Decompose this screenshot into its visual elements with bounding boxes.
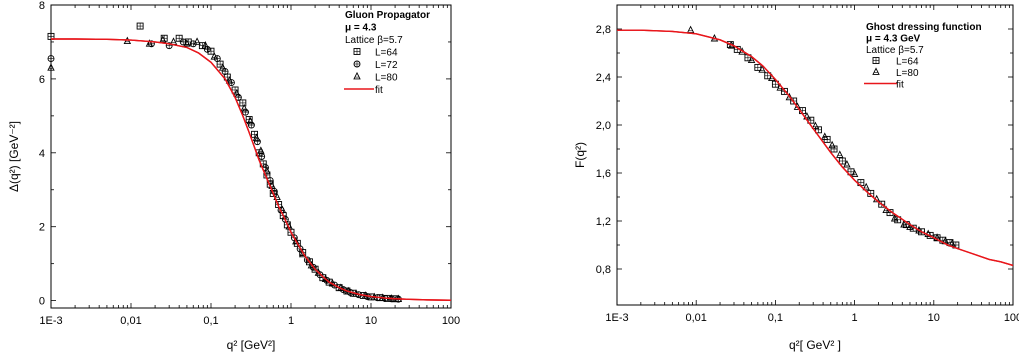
y-tick-label: 8 (39, 0, 45, 12)
data-point (145, 39, 154, 47)
data-point (890, 213, 899, 222)
data-point (225, 76, 234, 84)
data-point (307, 260, 316, 269)
data-point (169, 37, 178, 45)
data-point (257, 146, 265, 154)
x-tick-label: 0,1 (203, 315, 218, 327)
data-point (850, 169, 859, 178)
x-axis-label: q² [GeV²] (227, 338, 276, 352)
legend-title: Gluon Propagator (345, 10, 430, 21)
data-point (747, 55, 756, 64)
x-tick-label: 0,1 (768, 312, 783, 324)
legend-note: Lattice β=5.7 (345, 35, 403, 46)
plot-frame (616, 4, 1014, 306)
y-tick-label: 6 (39, 74, 45, 86)
y-axis-label: F(q²) (573, 142, 587, 168)
data-point (836, 150, 844, 158)
data-point (183, 39, 191, 47)
y-tick-label: 2,8 (596, 24, 611, 36)
x-tick-label: 0,01 (120, 315, 141, 327)
data-point (47, 63, 55, 71)
x-tick-label: 1 (288, 315, 294, 327)
data-point (240, 103, 248, 112)
data-point (314, 268, 323, 276)
x-tick-label: 100 (1004, 312, 1019, 324)
x-tick-label: 1 (852, 312, 858, 324)
x-tick-label: 0,01 (685, 312, 706, 324)
legend-entry: L=72 (375, 60, 398, 71)
y-tick-label: 1,2 (596, 216, 611, 228)
x-axis-label: q²[ GeV² ] (789, 338, 841, 352)
x-tick-label: 1E-3 (39, 315, 62, 327)
y-tick-label: 2 (39, 222, 45, 234)
data-point (201, 41, 210, 49)
fit-line (617, 29, 1014, 267)
data-point (906, 222, 914, 230)
chart-1: 1E-3 0,01 0,1 1 10 100 0 2 4 6 8 q² [GeV²] Δ(q²) [Ge… (7, 0, 460, 352)
data-point (321, 274, 330, 283)
chart-2: 1E-3 0,01 0,1 1 10 100 0,8 1,2 1,6 2,0 2,4 2,8 q²[ G… (573, 4, 1019, 352)
data-point (686, 25, 695, 34)
y-tick-label: 1,6 (596, 168, 611, 180)
data-point (785, 92, 794, 101)
legend-marker (872, 67, 880, 75)
y-axis-label: Δ(q²) [GeV⁻²] (7, 121, 21, 192)
legend-entry: L=80 (896, 68, 919, 79)
data-point (273, 192, 281, 200)
fit-line-overlay (51, 38, 452, 301)
legend-marker (353, 71, 361, 80)
data-point (862, 182, 870, 191)
legend-entry: L=80 (375, 73, 398, 84)
x-tick-label: 100 (442, 315, 460, 327)
legend-note: μ = 4.3 (345, 23, 377, 34)
data-point (821, 132, 829, 140)
legend-entry: L=64 (896, 57, 919, 68)
y-tick-label: 0,8 (596, 264, 611, 276)
legend-entry: fit (896, 80, 904, 91)
x-tick-label: 1E-3 (605, 312, 628, 324)
y-tick-label: 4 (39, 148, 45, 160)
data-point (793, 102, 802, 110)
data-point (233, 89, 241, 97)
data-point (193, 37, 201, 45)
data-point (900, 219, 908, 228)
y-tick-label: 2,4 (596, 72, 611, 84)
data-point (292, 236, 300, 245)
data-point (758, 65, 766, 73)
data-point (811, 121, 820, 130)
x-tick-label: 10 (928, 312, 940, 324)
legend-entry: fit (375, 85, 383, 96)
data-point (263, 166, 271, 175)
data-point (843, 159, 851, 168)
plot-frame (50, 4, 452, 309)
y-tick-label: 0 (39, 296, 45, 308)
legend-entry: L=64 (375, 48, 398, 59)
fit-line-overlay (617, 29, 1014, 267)
legend-note: Lattice β=5.7 (866, 45, 924, 56)
data-point (210, 52, 219, 60)
data-point (218, 63, 227, 71)
x-tick-label: 10 (365, 315, 377, 327)
data-point (246, 116, 255, 125)
y-tick-label: 2,0 (596, 120, 611, 132)
data-point (828, 140, 836, 149)
series-fit (617, 29, 1014, 267)
legend-note: μ = 4.3 GeV (866, 34, 921, 45)
data-point (252, 133, 261, 141)
legend-title: Ghost dressing function (866, 22, 982, 33)
